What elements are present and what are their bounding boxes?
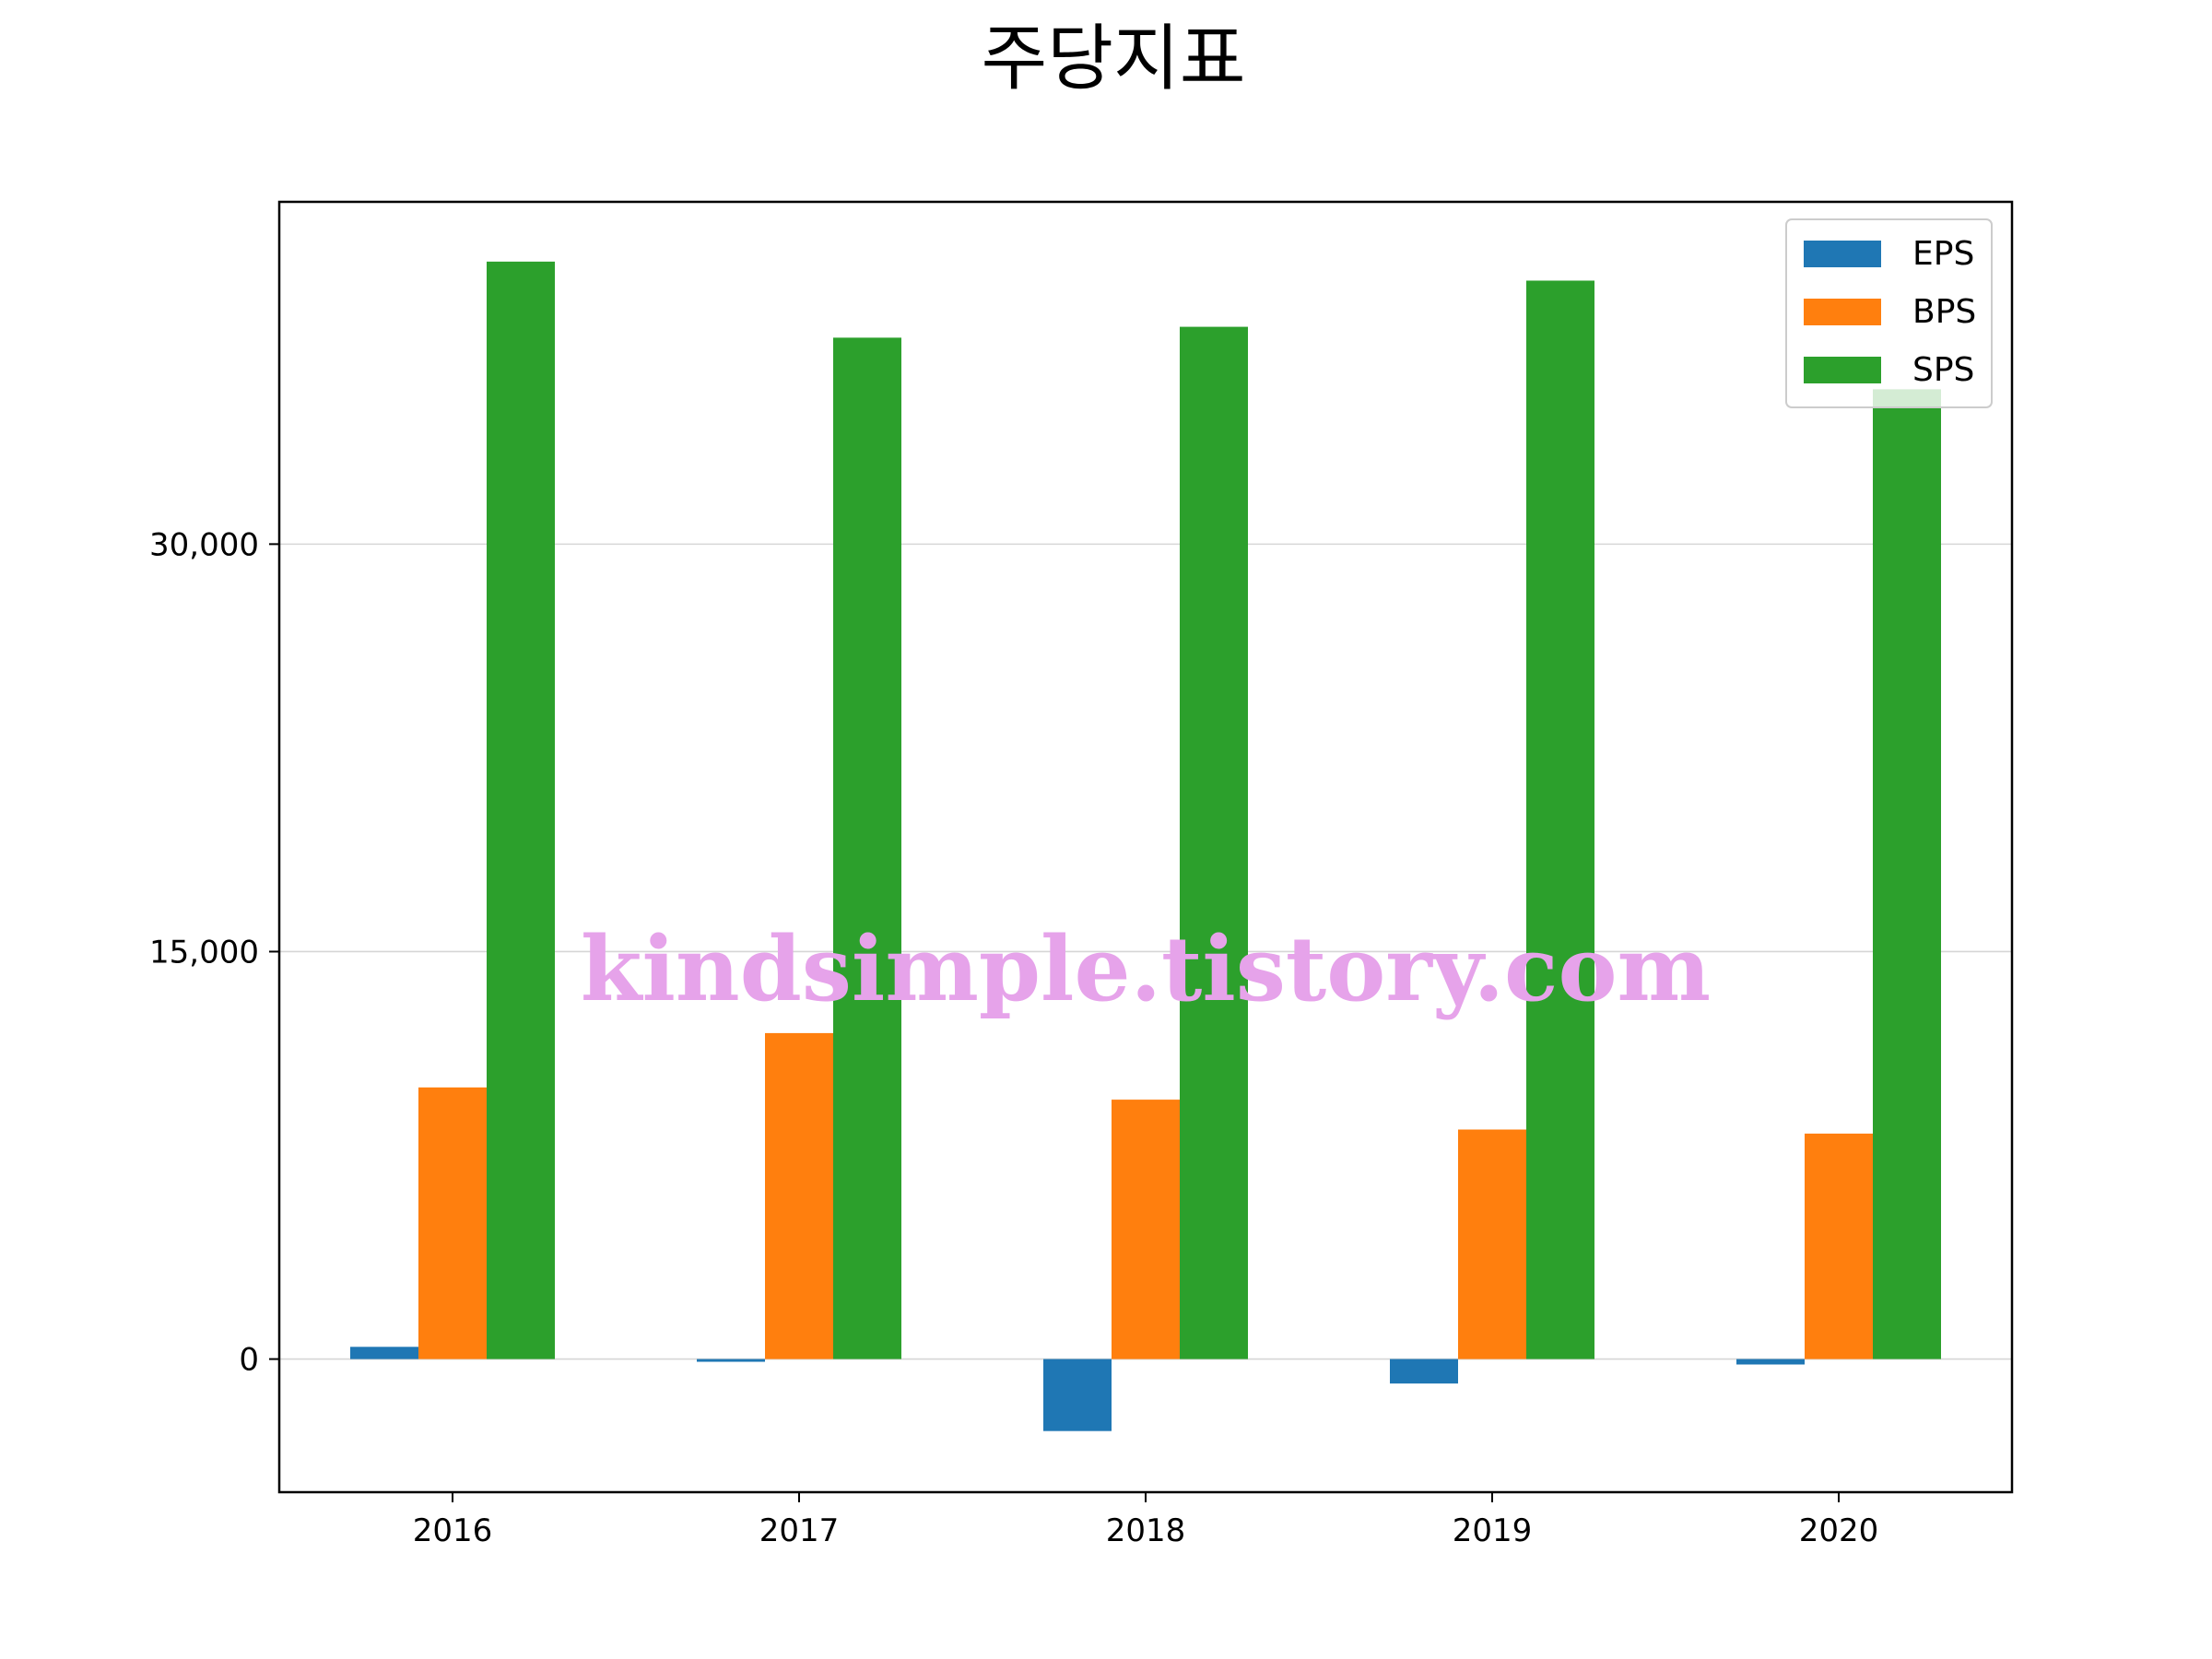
x-tick-label: 2020: [1799, 1512, 1879, 1549]
bar-eps: [1736, 1359, 1805, 1365]
legend-swatch: [1804, 299, 1881, 325]
bar-sps: [1526, 280, 1594, 1359]
bar-bps: [1805, 1133, 1873, 1359]
bar-sps: [833, 337, 901, 1359]
legend-label: EPS: [1912, 235, 1974, 273]
bar-eps: [350, 1347, 418, 1359]
bar-sps: [487, 261, 555, 1359]
legend-label: SPS: [1912, 351, 1974, 389]
legend: EPS BPS SPS: [1785, 218, 1993, 408]
bar-eps: [697, 1359, 765, 1362]
chart-title: 주당지표: [981, 18, 1245, 100]
x-tick-label: 2018: [1106, 1512, 1186, 1549]
x-axis-ticks: 2016 2017 2018 2019 2020: [413, 1492, 1879, 1549]
bar-eps: [1043, 1359, 1112, 1431]
y-tick-label: 30,000: [149, 526, 259, 563]
watermark: kindsimple.tistory.com: [581, 917, 1711, 1021]
bar-bps: [1458, 1129, 1526, 1359]
y-tick-label: 15,000: [149, 934, 259, 971]
bar-sps: [1873, 389, 1941, 1359]
bar-eps: [1390, 1359, 1458, 1384]
legend-label: BPS: [1912, 293, 1976, 331]
x-tick-label: 2017: [759, 1512, 840, 1549]
bars: [350, 261, 1941, 1431]
bar-bps: [1112, 1100, 1180, 1359]
bar-bps: [418, 1087, 487, 1359]
bar-bps: [765, 1032, 833, 1359]
legend-swatch: [1804, 241, 1881, 267]
x-tick-label: 2019: [1453, 1512, 1533, 1549]
legend-swatch: [1804, 357, 1881, 383]
x-tick-label: 2016: [413, 1512, 493, 1549]
gridlines: [279, 543, 2012, 1360]
y-tick-label: 0: [239, 1342, 259, 1379]
y-axis-ticks: 0 15,000 30,000: [149, 526, 279, 1379]
bar-sps: [1180, 326, 1248, 1359]
plot-frame: [277, 200, 2014, 1494]
